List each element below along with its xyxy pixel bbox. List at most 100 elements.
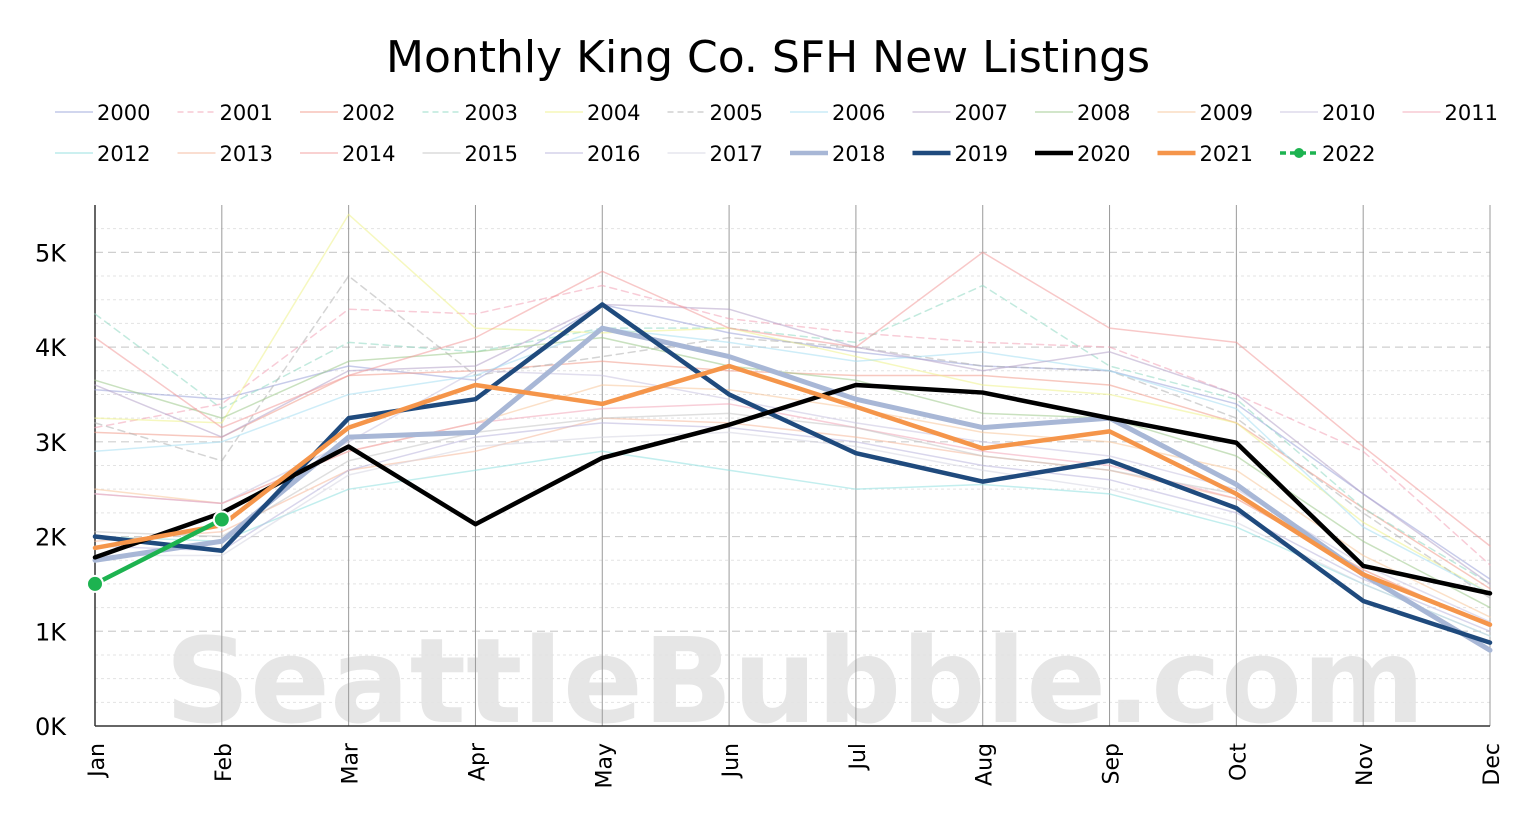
watermark: SeattleBubble.com (165, 612, 1425, 750)
series-2017 (94, 431, 1491, 637)
legend-item-2020: 2020 (1035, 142, 1130, 166)
series-2012 (94, 450, 1491, 637)
legend-label: 2017 (710, 142, 763, 166)
legend-marker (1294, 148, 1304, 158)
chart-title: Monthly King Co. SFH New Listings (386, 32, 1150, 83)
series-line (92, 325, 1493, 653)
series-line (94, 284, 1491, 566)
series-2006 (94, 327, 1491, 595)
x-tick-label: Aug (973, 743, 998, 786)
legend-label: 2020 (1077, 142, 1130, 166)
legend-label: 2008 (1077, 101, 1130, 125)
x-tick-label: Oct (1226, 743, 1251, 781)
legend-label: 2000 (97, 101, 150, 125)
legend-item-2010: 2010 (1280, 101, 1375, 125)
legend-label: 2002 (342, 101, 395, 125)
y-tick-label: 4K (35, 334, 67, 362)
legend-label: 2007 (955, 101, 1008, 125)
legend-item-2003: 2003 (422, 101, 518, 125)
series-line (94, 327, 1491, 595)
legend-label: 2021 (1200, 142, 1253, 166)
series-layer (86, 213, 1493, 653)
y-tick-label: 3K (35, 429, 67, 457)
series-line (94, 422, 1491, 633)
x-tick-label: Feb (212, 743, 237, 782)
legend-item-2009: 2009 (1157, 101, 1253, 125)
series-line (94, 303, 1491, 585)
legend-item-2012: 2012 (55, 142, 150, 166)
legend-label: 2011 (1445, 101, 1498, 125)
legend-label: 2019 (955, 142, 1008, 166)
legend-label: 2009 (1200, 101, 1253, 125)
legend-label: 2014 (342, 142, 395, 166)
series-2008 (94, 336, 1491, 609)
x-tick-label: Mar (339, 742, 364, 784)
axes: 0K 1K 2K 3K 4K 5K Jan Feb Mar Apr May Jun Jul Aug Sep O… (35, 205, 1505, 788)
legend-label: 2012 (97, 142, 150, 166)
series-line (92, 517, 225, 587)
x-tick-label: Jan (85, 743, 110, 779)
x-tick-label: Jul (846, 743, 871, 772)
series-2020 (92, 382, 1493, 596)
legend-label: 2006 (832, 101, 885, 125)
legend-item-2006: 2006 (790, 101, 885, 125)
legend-item-2017: 2017 (667, 142, 763, 166)
series-2003 (94, 284, 1491, 585)
legend-label: 2022 (1322, 142, 1375, 166)
series-2007 (94, 303, 1491, 585)
legend-item-2021: 2021 (1157, 142, 1253, 166)
series-line (92, 302, 1493, 645)
legend-item-2002: 2002 (300, 101, 395, 125)
series-2021 (92, 363, 1493, 627)
legend-label: 2013 (220, 142, 273, 166)
legend-item-2001: 2001 (177, 101, 273, 125)
x-tick-label: Nov (1353, 743, 1378, 786)
legend-label: 2005 (710, 101, 763, 125)
legend-item-2005: 2005 (667, 101, 763, 125)
data-point (86, 574, 104, 593)
x-tick-label: Dec (1480, 743, 1505, 786)
x-tick-label: Sep (1100, 743, 1125, 784)
legend-item-2004: 2004 (545, 101, 640, 125)
legend-item-2014: 2014 (300, 142, 395, 166)
legend-item-2007: 2007 (912, 101, 1008, 125)
legend-label: 2010 (1322, 101, 1375, 125)
legend-item-2018: 2018 (790, 142, 885, 166)
x-tick-label: Jun (719, 743, 744, 779)
series-line (92, 363, 1493, 627)
legend-label: 2018 (832, 142, 885, 166)
series-line (94, 251, 1491, 547)
data-point (212, 510, 231, 529)
x-tick-label: May (592, 743, 617, 788)
series-line (94, 275, 1491, 599)
legend: 2000 2001 2002 2003 2004 2005 2006 2007 2008 2009… (55, 101, 1498, 166)
legend-item-2016: 2016 (545, 142, 640, 166)
legend-label: 2015 (465, 142, 518, 166)
legend-label: 2001 (220, 101, 273, 125)
legend-label: 2004 (587, 101, 640, 125)
series-line (94, 284, 1491, 585)
series-line (94, 450, 1491, 637)
legend-item-2000: 2000 (55, 101, 150, 125)
series-line (94, 213, 1491, 595)
legend-label: 2003 (465, 101, 518, 125)
legend-item-2022: 2022 (1280, 142, 1375, 166)
series-2018 (92, 325, 1493, 653)
series-2001 (94, 284, 1491, 566)
y-tick-label: 5K (35, 239, 67, 267)
series-line (94, 336, 1491, 609)
legend-item-2008: 2008 (1035, 101, 1130, 125)
series-2005 (94, 275, 1491, 599)
legend-item-2015: 2015 (422, 142, 518, 166)
series-2014 (94, 251, 1491, 547)
legend-item-2013: 2013 (177, 142, 273, 166)
y-tick-label: 2K (35, 524, 67, 552)
series-2016 (94, 422, 1491, 633)
series-line (94, 431, 1491, 637)
x-tick-label: Apr (465, 742, 490, 781)
series-line (94, 417, 1491, 628)
legend-item-2019: 2019 (912, 142, 1008, 166)
legend-label: 2016 (587, 142, 640, 166)
y-tick-label: 1K (35, 618, 67, 646)
